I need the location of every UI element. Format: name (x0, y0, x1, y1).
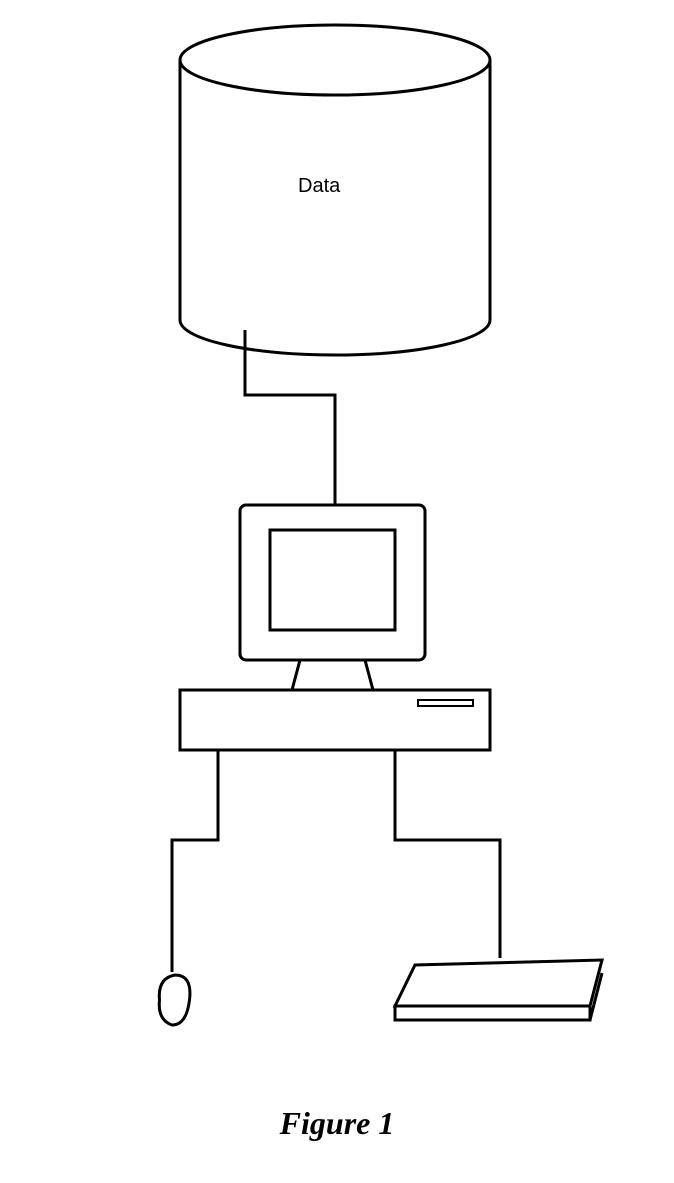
database-label: Data (298, 175, 340, 198)
figure-caption: Figure 1 (0, 1105, 674, 1142)
diagram-container: Data Figure 1 (0, 0, 674, 1183)
